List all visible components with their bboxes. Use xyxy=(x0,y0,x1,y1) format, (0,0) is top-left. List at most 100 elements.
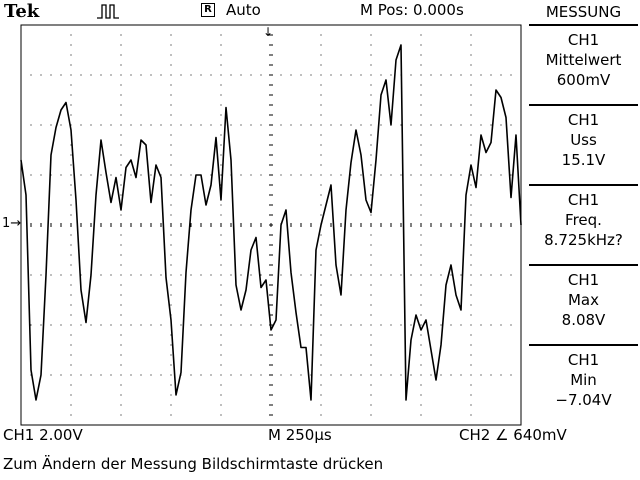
grid-dot xyxy=(350,74,352,76)
grid-dot xyxy=(240,174,242,176)
grid-dot xyxy=(470,84,472,86)
grid-dot xyxy=(370,314,372,316)
measurement-slot-5[interactable]: CH1 Min −7.04V xyxy=(529,344,638,421)
grid-dot xyxy=(20,124,22,126)
grid-dot xyxy=(420,314,422,316)
grid-dot xyxy=(70,264,72,266)
grid-dot xyxy=(170,284,172,286)
grid-dot xyxy=(320,44,322,46)
grid-dot xyxy=(440,174,442,176)
grid-dot xyxy=(100,74,102,76)
grid-dot xyxy=(70,334,72,336)
grid-dot xyxy=(450,324,452,326)
grid-dot xyxy=(470,284,472,286)
grid-dot xyxy=(460,174,462,176)
grid-dot xyxy=(160,274,162,276)
grid-dot xyxy=(320,104,322,106)
grid-dot xyxy=(120,234,122,236)
grid-dot xyxy=(160,124,162,126)
grid-dot xyxy=(420,344,422,346)
grid-dot xyxy=(280,324,282,326)
grid-dot xyxy=(90,124,92,126)
grid-dot xyxy=(440,74,442,76)
grid-dot xyxy=(220,214,222,216)
acquisition-run-icon xyxy=(97,4,119,19)
grid-dot xyxy=(30,374,32,376)
status-message: Zum Ändern der Messung Bildschirmtaste d… xyxy=(3,455,384,473)
grid-dot xyxy=(220,64,222,66)
grid-dot xyxy=(470,294,472,296)
grid-dot xyxy=(490,324,492,326)
grid-dot xyxy=(370,164,372,166)
grid-dot xyxy=(30,74,32,76)
grid-dot xyxy=(320,154,322,156)
grid-dot xyxy=(300,124,302,126)
grid-dot xyxy=(460,374,462,376)
grid-dot xyxy=(470,124,472,126)
measurement-type: Min xyxy=(570,371,597,389)
grid-dot xyxy=(320,324,322,326)
measurement-source: CH1 xyxy=(567,111,600,129)
menu-title: MESSUNG xyxy=(545,3,622,21)
trigger-mode-label: Auto xyxy=(226,1,261,19)
grid-dot xyxy=(470,274,472,276)
grid-dot xyxy=(70,24,72,26)
grid-dot xyxy=(370,84,372,86)
grid-dot xyxy=(60,324,62,326)
grid-dot xyxy=(420,34,422,36)
grid-dot xyxy=(340,74,342,76)
grid-dot xyxy=(110,324,112,326)
grid-dot xyxy=(470,264,472,266)
measurement-value: −7.04V xyxy=(555,391,612,409)
grid-dot xyxy=(40,174,42,176)
grid-dot xyxy=(370,234,372,236)
bottom-readout-bar: CH1 2.00V M 250µs CH2 ∠ 640mV xyxy=(0,426,640,448)
grid-dot xyxy=(320,84,322,86)
grid-dot xyxy=(50,124,52,126)
grid-dot xyxy=(420,324,422,326)
grid-dot xyxy=(190,74,192,76)
grid-dot xyxy=(110,174,112,176)
grid-dot xyxy=(370,124,372,126)
grid-dot xyxy=(440,274,442,276)
grid-dot xyxy=(120,334,122,336)
grid-dot xyxy=(320,374,322,376)
measurement-slot-4[interactable]: CH1 Max 8.08V xyxy=(529,264,638,341)
grid-dot xyxy=(160,324,162,326)
grid-dot xyxy=(470,234,472,236)
grid-dot xyxy=(470,314,472,316)
grid-dot xyxy=(370,114,372,116)
grid-dot xyxy=(30,274,32,276)
grid-dot xyxy=(70,94,72,96)
grid-dot xyxy=(370,244,372,246)
grid-dot xyxy=(320,404,322,406)
grid-dot xyxy=(120,194,122,196)
grid-dot xyxy=(370,134,372,136)
grid-dot xyxy=(330,274,332,276)
grid-dot xyxy=(220,244,222,246)
measurement-source: CH1 xyxy=(567,191,600,209)
grid-dot xyxy=(70,104,72,106)
grid-dot xyxy=(100,174,102,176)
grid-dot xyxy=(420,44,422,46)
grid-dot xyxy=(120,254,122,256)
measurement-slot-1[interactable]: CH1 Mittelwert 600mV xyxy=(529,24,638,101)
grid-dot xyxy=(390,374,392,376)
grid-dot xyxy=(470,374,472,376)
grid-dot xyxy=(50,74,52,76)
grid-dot xyxy=(170,174,172,176)
grid-dot xyxy=(470,414,472,416)
grid-dot xyxy=(70,394,72,396)
measurement-slot-2[interactable]: CH1 Uss 15.1V xyxy=(529,104,638,181)
grid-dot xyxy=(370,214,372,216)
measurement-slot-3[interactable]: CH1 Freq. 8.725kHz? xyxy=(529,184,638,261)
grid-dot xyxy=(170,334,172,336)
grid-dot xyxy=(220,294,222,296)
grid-dot xyxy=(340,174,342,176)
grid-dot xyxy=(450,374,452,376)
grid-dot xyxy=(70,84,72,86)
grid-dot xyxy=(220,254,222,256)
grid-dot xyxy=(120,214,122,216)
grid-dot xyxy=(70,404,72,406)
grid-dot xyxy=(40,124,42,126)
